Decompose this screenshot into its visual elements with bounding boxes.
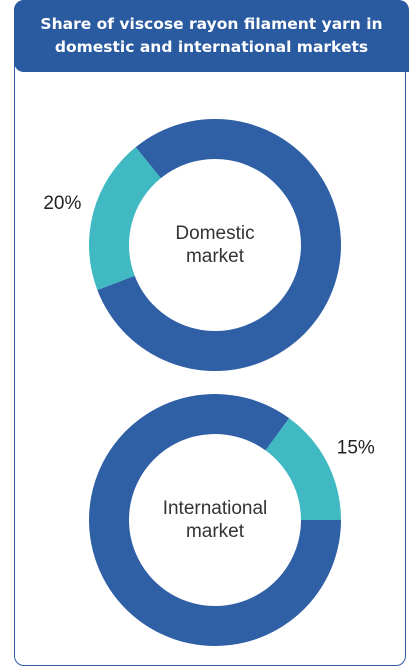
center-label: International market bbox=[162, 498, 268, 542]
header: Share of viscose rayon filament yarn in … bbox=[14, 0, 409, 72]
donut-segment bbox=[97, 119, 341, 372]
donut-segment bbox=[265, 418, 341, 520]
value-label: 20% bbox=[43, 193, 81, 214]
donut-segment bbox=[89, 394, 341, 647]
value-label: 15% bbox=[337, 437, 375, 458]
donut-segment bbox=[89, 147, 161, 291]
center-label: Domestic market bbox=[175, 223, 255, 267]
